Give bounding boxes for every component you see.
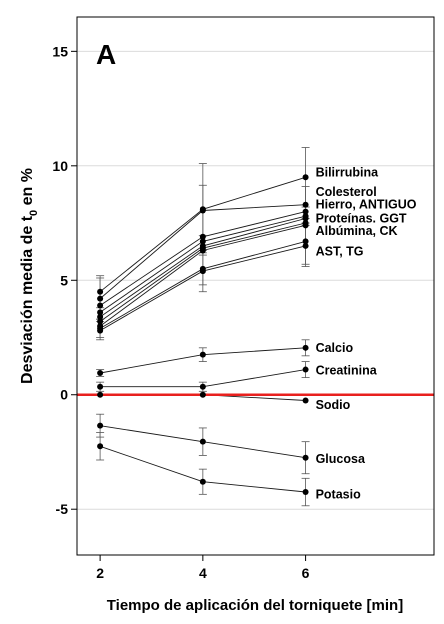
data-point-0-0	[97, 288, 104, 295]
data-point-10-1	[199, 383, 206, 390]
x-axis-label: Tiempo de aplicación del torniquete [min…	[107, 597, 403, 614]
series-annotation-7: Creatinina	[316, 364, 378, 378]
y-tick-label-2: 5	[60, 272, 68, 288]
x-tick-label-2: 6	[302, 565, 310, 581]
x-axis-ticks: 2 4 6	[96, 555, 310, 581]
data-point-1-0	[97, 295, 104, 302]
series-annotation-2: Hierro, ANTIGUO	[316, 198, 417, 212]
series-annotation-3: Proteínas. GGT	[316, 211, 407, 225]
y-axis-label-main: Desviación media de t	[19, 215, 36, 384]
data-point-9-0	[97, 369, 104, 376]
data-point-2-2	[302, 208, 309, 215]
y-tick-label-4: 15	[52, 43, 68, 59]
data-point-3-1	[199, 238, 206, 245]
series-annotation-10: Potasio	[316, 487, 362, 501]
data-point-2-0	[97, 302, 104, 309]
y-tick-label-0: -5	[56, 501, 69, 517]
data-point-13-0	[97, 443, 104, 450]
data-point-12-1	[199, 438, 206, 445]
data-point-9-2	[302, 344, 309, 351]
data-point-1-2	[302, 201, 309, 208]
data-point-10-0	[97, 383, 104, 390]
data-point-11-2	[302, 397, 309, 404]
data-point-3-0	[97, 309, 104, 316]
data-point-11-1	[199, 391, 206, 398]
data-point-13-2	[302, 489, 309, 496]
x-tick-label-1: 4	[199, 565, 207, 581]
plot-frame	[76, 16, 435, 556]
y-axis-label-subscript: 0	[28, 210, 40, 216]
series-annotation-4: Albúmina, CK	[316, 224, 398, 238]
y-axis-label: Desviación media de t0 en %	[19, 168, 40, 384]
data-point-10-2	[302, 366, 309, 373]
y-tick-label-3: 10	[52, 158, 68, 174]
data-point-12-0	[97, 422, 104, 429]
data-point-8-2	[302, 242, 309, 249]
grid	[77, 50, 434, 510]
series-annotation-1: Colesterol	[316, 185, 377, 199]
data-point-5-0	[97, 318, 104, 325]
data-point-4-2	[302, 215, 309, 222]
series-annotation-9: Glucosa	[316, 452, 366, 466]
data-point-2-1	[199, 233, 206, 240]
y-axis-label-unit: en %	[19, 168, 36, 210]
y-tick-label-1: 0	[60, 387, 68, 403]
data-point-13-1	[199, 478, 206, 485]
data-point-4-0	[97, 313, 104, 320]
data-point-0-2	[302, 174, 309, 181]
series-annotation-5: AST, TG	[316, 245, 364, 259]
y-axis-ticks: -5 0 5 10 15	[52, 43, 77, 517]
data-point-8-1	[199, 268, 206, 275]
panel-label: A	[96, 39, 116, 70]
data-point-1-1	[199, 207, 206, 214]
data-points	[97, 174, 309, 496]
data-point-6-1	[199, 247, 206, 254]
data-point-6-2	[302, 222, 309, 229]
error-bars	[96, 147, 310, 507]
series-annotation-0: Bilirrubina	[316, 166, 380, 180]
data-point-7-2	[302, 238, 309, 245]
series-annotation-6: Calcio	[316, 341, 354, 355]
series-annotation-8: Sodio	[316, 398, 351, 412]
data-point-8-0	[97, 327, 104, 334]
data-point-12-2	[302, 454, 309, 461]
data-point-11-0	[97, 391, 104, 398]
data-point-9-1	[199, 351, 206, 358]
x-tick-label-0: 2	[96, 565, 104, 581]
